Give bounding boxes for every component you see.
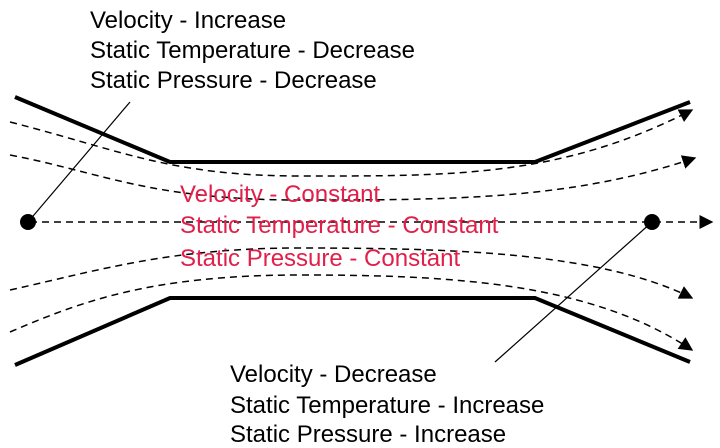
point <box>644 214 660 230</box>
label: Velocity - Constant <box>180 181 380 208</box>
label: Static Pressure - Decrease <box>90 67 377 94</box>
leader-line <box>494 221 653 363</box>
label: Static Temperature - Constant <box>180 212 499 239</box>
leader-line <box>27 101 131 223</box>
point <box>20 214 36 230</box>
streamline <box>9 109 694 177</box>
streamline <box>9 247 694 299</box>
bottom-wall <box>14 296 691 367</box>
streamline <box>9 274 694 351</box>
label: Static Pressure - Constant <box>180 245 460 272</box>
label: Static Pressure - Increase <box>230 421 506 448</box>
label: Static Temperature - Increase <box>230 392 544 419</box>
label: Velocity - Increase <box>90 7 286 34</box>
label: Static Temperature - Decrease <box>90 37 415 64</box>
streamline <box>9 154 697 201</box>
label: Velocity - Decrease <box>230 361 437 388</box>
top-wall <box>14 95 691 164</box>
